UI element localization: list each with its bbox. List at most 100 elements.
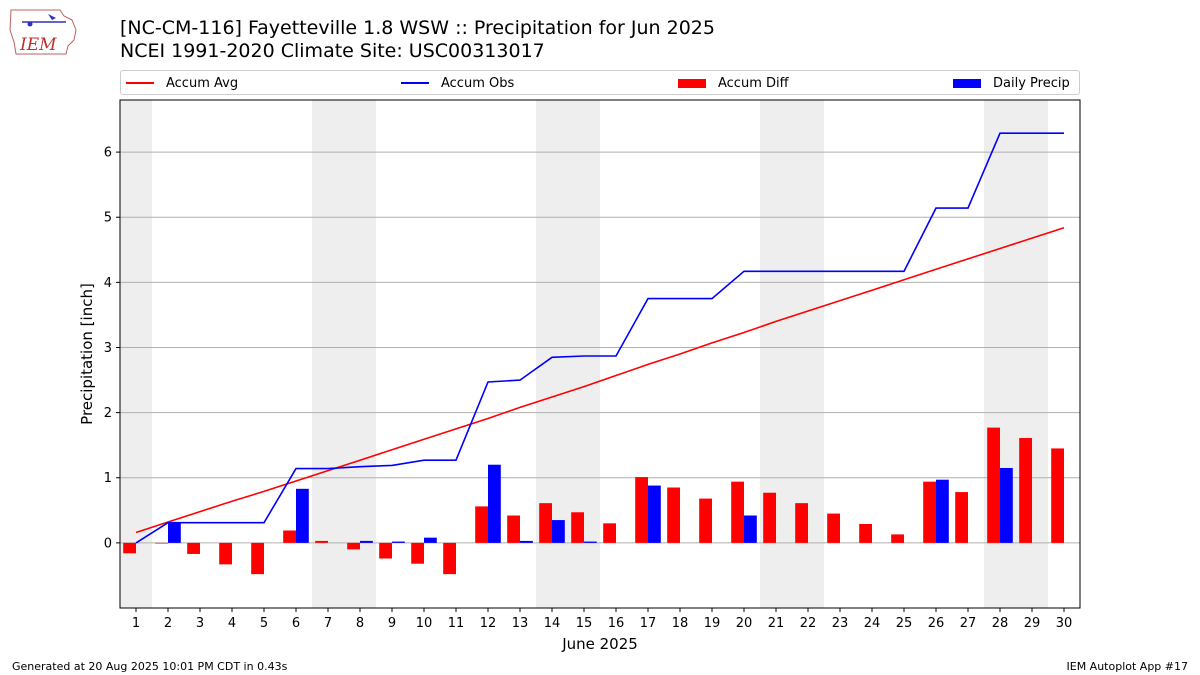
plot-frame xyxy=(119,99,1081,609)
x-tick-label: 19 xyxy=(704,616,721,631)
footer-app: IEM Autoplot App #17 xyxy=(1066,660,1189,673)
daily-precip-bar xyxy=(648,485,661,543)
x-tick-label: 7 xyxy=(324,616,332,631)
accum-diff-bar xyxy=(1019,438,1032,543)
daily-precip-bar xyxy=(488,464,501,543)
x-tick-label: 23 xyxy=(832,616,849,631)
x-tick-label: 29 xyxy=(1024,616,1041,631)
legend-swatch-accum-diff xyxy=(678,78,706,88)
accum-diff-bar xyxy=(891,534,904,543)
accum-diff-bar xyxy=(155,542,168,544)
x-tick-label: 1 xyxy=(132,616,140,631)
x-tick-label: 25 xyxy=(896,616,913,631)
accum-diff-bar xyxy=(603,523,616,543)
x-tick-label: 18 xyxy=(672,616,689,631)
daily-precip-bar xyxy=(168,522,181,543)
accum-diff-bar xyxy=(635,477,648,543)
daily-precip-bar xyxy=(296,488,309,543)
accum-diff-bar xyxy=(955,492,968,543)
accum-diff-bar xyxy=(539,503,552,543)
y-tick-label: 2 xyxy=(104,406,112,421)
chart-title: [NC-CM-116] Fayetteville 1.8 WSW :: Prec… xyxy=(120,17,715,39)
legend-item-accum-avg: Accum Avg xyxy=(126,74,238,92)
x-tick-label: 16 xyxy=(608,616,625,631)
accum-diff-bar xyxy=(763,492,776,543)
iem-logo: IEM xyxy=(8,6,80,58)
x-tick-label: 10 xyxy=(416,616,433,631)
legend-item-accum-diff: Accum Diff xyxy=(678,74,789,92)
accum-diff-bar xyxy=(411,542,424,564)
iowa-map-icon: IEM xyxy=(9,9,77,55)
accum-diff-bar xyxy=(219,542,232,565)
accum-diff-bar xyxy=(1051,448,1064,543)
y-axis-label: Precipitation [inch] xyxy=(78,283,96,425)
y-tick-label: 3 xyxy=(104,341,112,356)
x-tick-label: 22 xyxy=(800,616,817,631)
x-tick-label: 24 xyxy=(864,616,881,631)
accum-diff-bar xyxy=(475,506,488,543)
y-tick-label: 1 xyxy=(104,471,112,486)
x-tick-label: 26 xyxy=(928,616,945,631)
accum-diff-bar xyxy=(187,542,200,554)
weekend-band xyxy=(312,100,376,608)
accum-diff-bar xyxy=(251,542,264,575)
accum-diff-bar xyxy=(379,542,392,559)
daily-precip-bar xyxy=(424,537,437,543)
weekend-band xyxy=(120,100,152,608)
accum-diff-bar xyxy=(859,523,872,543)
x-tick-label: 21 xyxy=(768,616,785,631)
accum-avg-line xyxy=(135,226,1065,534)
x-tick-label: 13 xyxy=(512,616,529,631)
x-tick-label: 5 xyxy=(260,616,268,631)
y-tick-label: 6 xyxy=(104,146,112,161)
accum-diff-bar xyxy=(699,498,712,543)
x-tick-label: 12 xyxy=(480,616,497,631)
x-tick-label: 30 xyxy=(1056,616,1073,631)
daily-precip-bar xyxy=(744,515,757,543)
chart-subtitle: NCEI 1991-2020 Climate Site: USC00313017 xyxy=(120,40,545,62)
x-tick-label: 11 xyxy=(448,616,465,631)
accum-diff-bar xyxy=(315,540,328,543)
accum-diff-bar xyxy=(923,481,936,543)
daily-precip-bar xyxy=(584,541,597,543)
x-tick-label: 15 xyxy=(576,616,593,631)
legend-label-accum-obs: Accum Obs xyxy=(441,75,515,91)
x-tick-label: 17 xyxy=(640,616,657,631)
legend-label-accum-diff: Accum Diff xyxy=(718,75,789,91)
daily-precip-bar xyxy=(520,540,533,543)
legend-item-daily-precip: Daily Precip xyxy=(953,74,1070,92)
x-tick-label: 4 xyxy=(228,616,236,631)
legend: Accum Avg Accum Obs Accum Diff Daily Pre… xyxy=(120,70,1080,95)
x-tick-label: 3 xyxy=(196,616,204,631)
legend-item-accum-obs: Accum Obs xyxy=(401,74,514,92)
x-tick-label: 20 xyxy=(736,616,753,631)
y-tick-label: 5 xyxy=(104,211,112,226)
footer-generated: Generated at 20 Aug 2025 10:01 PM CDT in… xyxy=(12,660,288,673)
legend-label-daily-precip: Daily Precip xyxy=(993,75,1070,91)
accum-diff-bar xyxy=(443,542,456,575)
y-tick-label: 4 xyxy=(104,276,112,291)
daily-precip-bar xyxy=(360,540,373,543)
accum-diff-bar xyxy=(731,481,744,543)
accum-diff-bar xyxy=(283,530,296,543)
daily-precip-bar xyxy=(392,541,405,543)
accum-diff-bar xyxy=(667,487,680,543)
accum-diff-bar xyxy=(987,427,1000,543)
x-tick-label: 6 xyxy=(292,616,300,631)
accum-diff-bar xyxy=(571,512,584,543)
x-tick-label: 28 xyxy=(992,616,1009,631)
accum-diff-bar xyxy=(795,503,808,543)
x-tick-label: 27 xyxy=(960,616,977,631)
x-tick-label: 2 xyxy=(164,616,172,631)
legend-swatch-accum-avg xyxy=(126,82,154,84)
legend-swatch-daily-precip xyxy=(953,78,981,88)
x-axis-label: June 2025 xyxy=(561,635,638,653)
accum-diff-bar xyxy=(123,542,136,554)
daily-precip-bar xyxy=(552,520,565,543)
x-tick-label: 9 xyxy=(388,616,396,631)
accum-diff-bar xyxy=(827,513,840,543)
legend-label-accum-avg: Accum Avg xyxy=(166,75,239,91)
accum-obs-line xyxy=(135,132,1064,544)
daily-precip-bar xyxy=(936,479,949,543)
